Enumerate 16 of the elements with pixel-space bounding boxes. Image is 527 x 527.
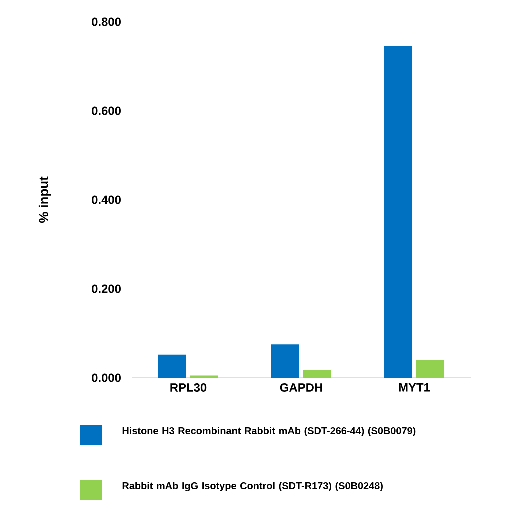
y-tick-label: 0.000	[92, 374, 121, 382]
legend-label: Rabbit mAb IgG Isotype Control (SDT-R173) (S0B0248)	[122, 482, 383, 492]
x-tick-label: MYT1	[399, 384, 430, 392]
y-tick-label: 0.400	[92, 196, 121, 204]
x-tick-label: GAPDH	[280, 384, 322, 392]
bar	[384, 46, 413, 378]
bar	[272, 344, 300, 378]
y-axis-title: % input	[38, 176, 52, 224]
y-tick-label: 0.200	[92, 284, 121, 294]
bar	[304, 370, 332, 378]
legend-label: Histone H3 Recombinant Rabbit mAb (SDT-266-44) (S0B0079)	[122, 427, 416, 436]
bar	[158, 354, 186, 378]
bar	[416, 360, 445, 378]
y-tick-label: 0.800	[92, 18, 121, 26]
y-tick-label: 0.600	[92, 106, 121, 116]
x-tick-label: RPL30	[170, 384, 207, 392]
